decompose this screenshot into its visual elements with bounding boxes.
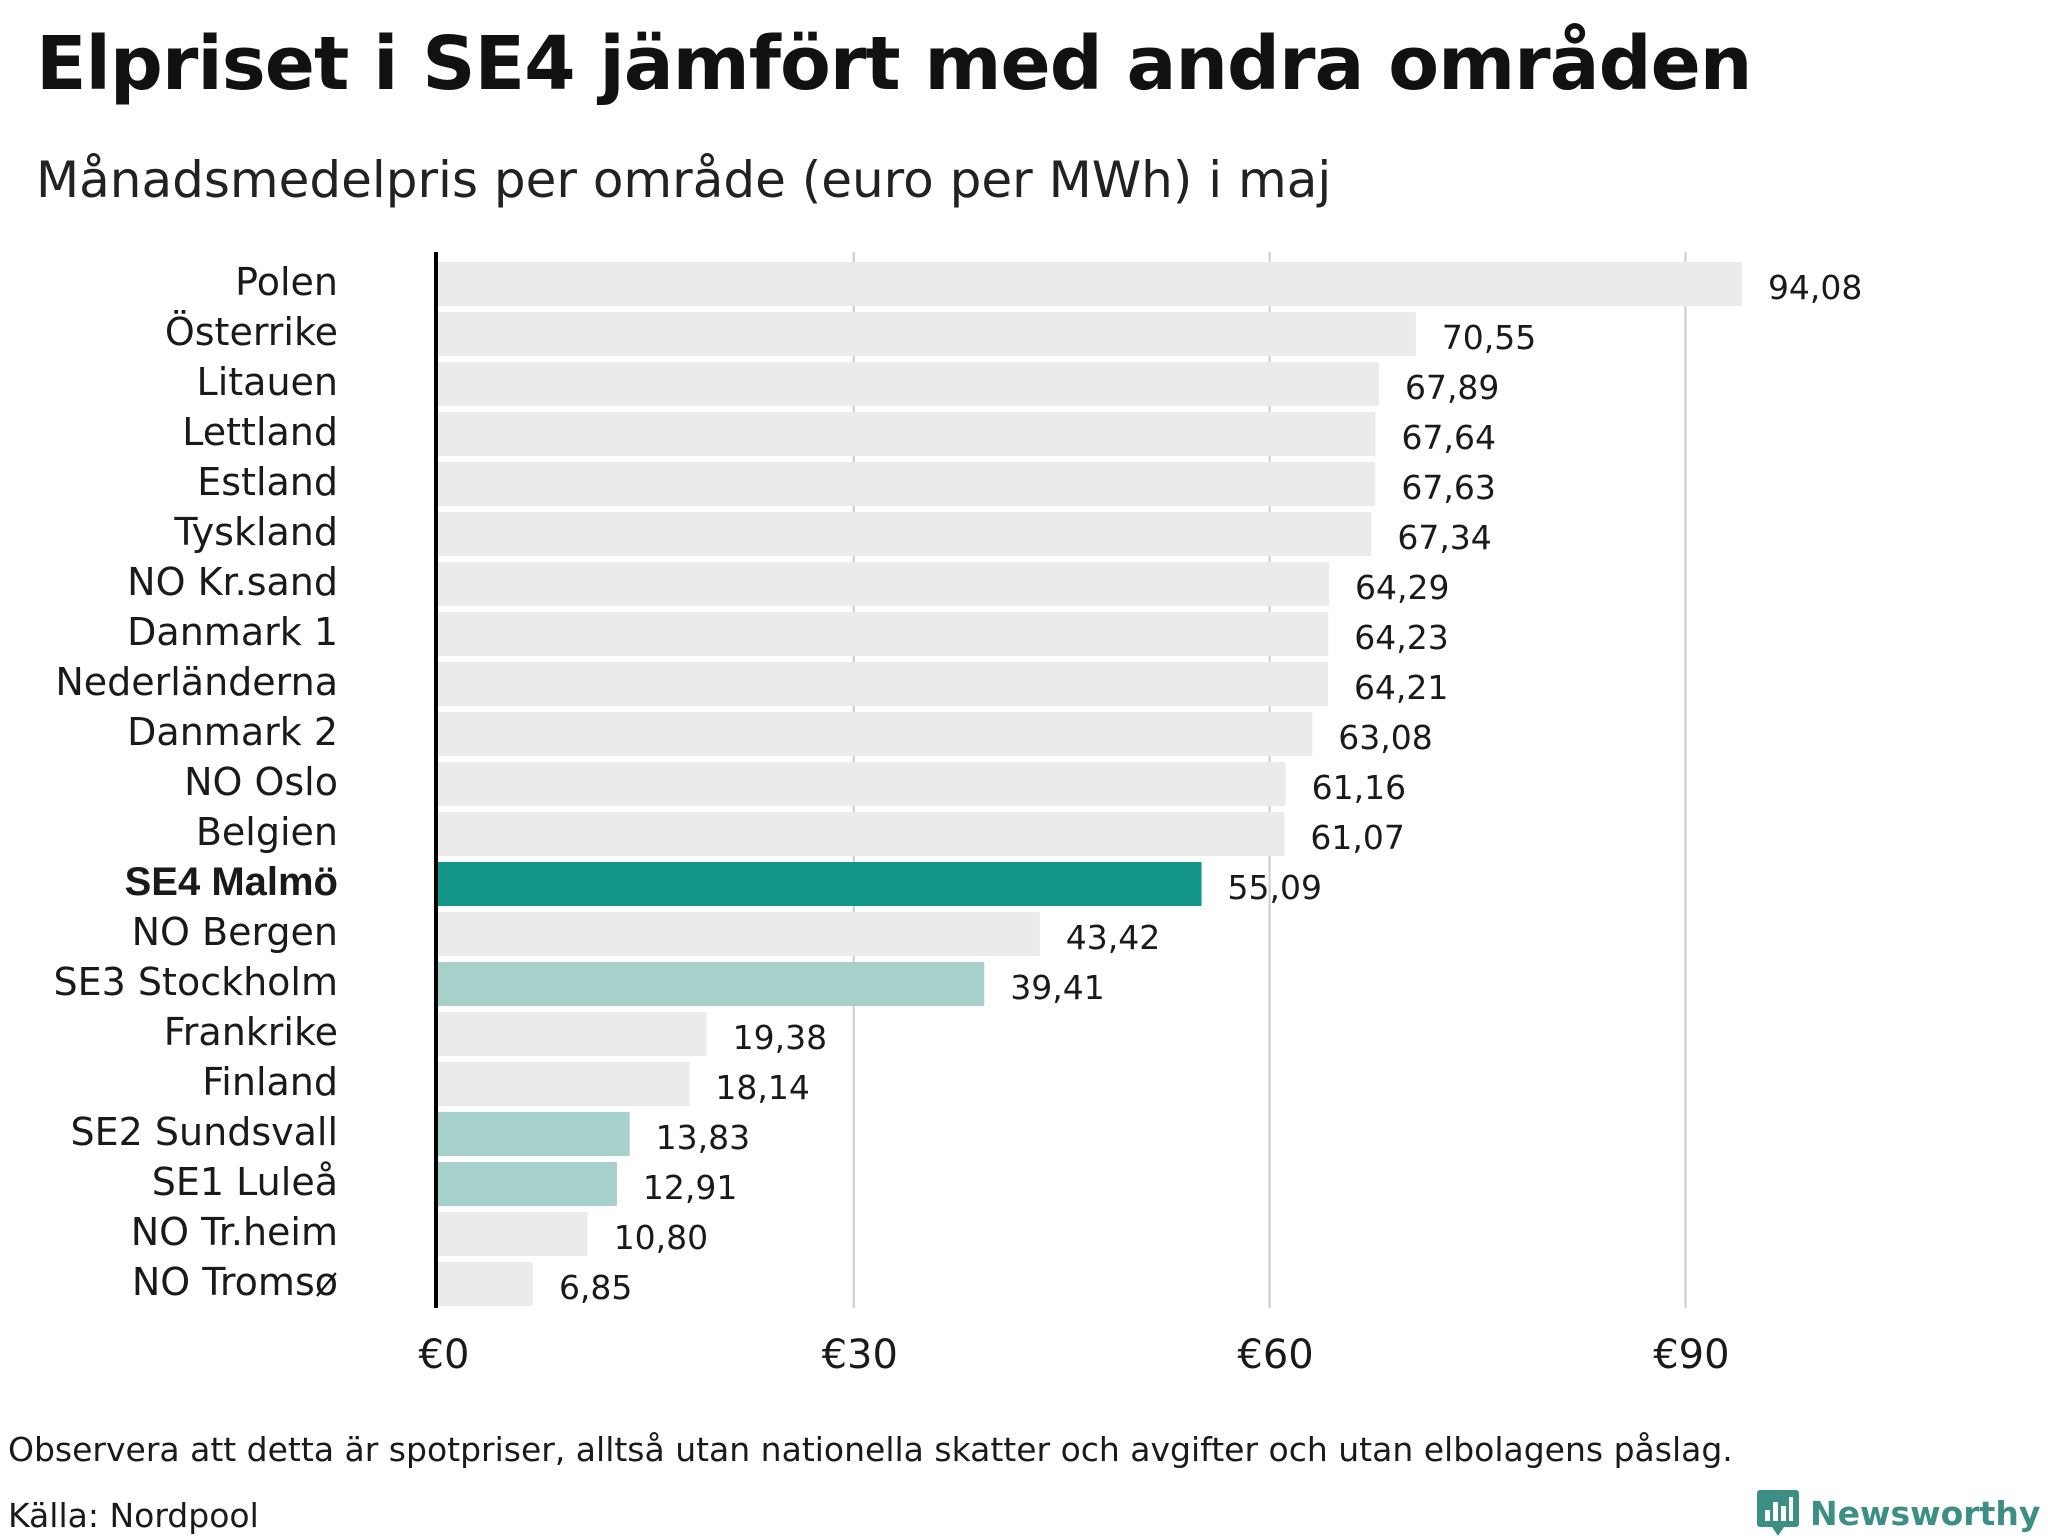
bar bbox=[438, 962, 985, 1006]
bar bbox=[438, 262, 1742, 306]
bar bbox=[438, 912, 1040, 956]
x-tick-label: €90 bbox=[1653, 1332, 1729, 1378]
bar bbox=[438, 812, 1285, 856]
value-label: 64,29 bbox=[1355, 568, 1449, 607]
footnote: Observera att detta är spotpriser, allts… bbox=[8, 1430, 1733, 1469]
category-label: Frankrike bbox=[164, 1010, 338, 1054]
value-label: 55,09 bbox=[1228, 868, 1322, 907]
value-label: 13,83 bbox=[656, 1118, 750, 1157]
value-label: 18,14 bbox=[715, 1068, 809, 1107]
bar bbox=[438, 512, 1372, 556]
category-label: Lettland bbox=[182, 410, 338, 454]
value-label: 43,42 bbox=[1066, 918, 1160, 957]
bars bbox=[438, 262, 1742, 1306]
bar bbox=[438, 1162, 617, 1206]
value-label: 94,08 bbox=[1768, 268, 1862, 307]
bar bbox=[438, 1112, 630, 1156]
category-label: Danmark 2 bbox=[127, 710, 338, 754]
bar bbox=[438, 762, 1286, 806]
chart-title: Elpriset i SE4 jämfört med andra områden bbox=[36, 21, 1752, 107]
category-label: NO Oslo bbox=[184, 760, 338, 804]
x-tick-label: €30 bbox=[822, 1332, 898, 1378]
category-label: Belgien bbox=[196, 810, 338, 854]
x-tick-label: €60 bbox=[1237, 1332, 1313, 1378]
category-label: Litauen bbox=[197, 360, 338, 404]
category-label: NO Bergen bbox=[132, 910, 338, 954]
value-label: 67,64 bbox=[1401, 418, 1495, 457]
value-label: 10,80 bbox=[614, 1218, 708, 1257]
value-label: 61,07 bbox=[1310, 818, 1404, 857]
newsworthy-logo-icon bbox=[1757, 1490, 1799, 1536]
bar-chart: Polen Österrike Litauen Lettland Estland Tysk… bbox=[54, 252, 1862, 1378]
category-label: NO Tromsø bbox=[132, 1260, 338, 1304]
bar bbox=[438, 1262, 533, 1306]
source-credit: Källa: Nordpool bbox=[8, 1496, 259, 1535]
x-tick-label: €0 bbox=[419, 1332, 470, 1378]
bar bbox=[438, 1012, 707, 1056]
category-label: SE3 Stockholm bbox=[54, 960, 338, 1004]
bar bbox=[438, 462, 1376, 506]
category-label: Polen bbox=[235, 260, 338, 304]
bar bbox=[438, 562, 1330, 606]
category-label: Österrike bbox=[165, 310, 338, 354]
value-label: 70,55 bbox=[1442, 318, 1536, 357]
bar bbox=[438, 712, 1313, 756]
category-label: Nederländerna bbox=[55, 660, 338, 704]
category-label: Estland bbox=[197, 460, 338, 504]
value-labels: 94,08 70,55 67,89 67,64 67,63 67,34 64,29 64,23… bbox=[559, 268, 1862, 1307]
bar bbox=[438, 1212, 588, 1256]
bar bbox=[438, 362, 1379, 406]
category-label: Danmark 1 bbox=[127, 610, 338, 654]
category-label: SE2 Sundsvall bbox=[71, 1110, 338, 1154]
bar bbox=[438, 612, 1329, 656]
value-label: 67,63 bbox=[1401, 468, 1495, 507]
bar bbox=[438, 412, 1376, 456]
category-labels: Polen Österrike Litauen Lettland Estland Tysk… bbox=[54, 260, 338, 1304]
bar bbox=[438, 312, 1416, 356]
category-label: SE4 Malmö bbox=[125, 860, 338, 904]
value-label: 19,38 bbox=[733, 1018, 827, 1057]
chart-subtitle: Månadsmedelpris per område (euro per MWh… bbox=[36, 151, 1332, 209]
category-label: NO Tr.heim bbox=[131, 1210, 338, 1254]
bar bbox=[438, 862, 1202, 906]
brand-name: Newsworthy bbox=[1810, 1493, 2041, 1533]
value-label: 67,89 bbox=[1405, 368, 1499, 407]
brand-logo[interactable]: Newsworthy bbox=[1756, 1486, 2040, 1540]
value-label: 6,85 bbox=[559, 1268, 632, 1307]
category-label: Finland bbox=[202, 1060, 338, 1104]
category-label: NO Kr.sand bbox=[127, 560, 338, 604]
x-axis-ticks: €0 €30 €60 €90 bbox=[419, 1332, 1730, 1378]
value-label: 39,41 bbox=[1010, 968, 1104, 1007]
value-label: 63,08 bbox=[1338, 718, 1432, 757]
bar bbox=[438, 662, 1328, 706]
value-label: 64,23 bbox=[1354, 618, 1448, 657]
value-label: 64,21 bbox=[1354, 668, 1448, 707]
category-label: Tyskland bbox=[173, 510, 338, 554]
value-label: 61,16 bbox=[1312, 768, 1406, 807]
category-label: SE1 Luleå bbox=[152, 1160, 338, 1204]
bar bbox=[438, 1062, 690, 1106]
value-label: 67,34 bbox=[1397, 518, 1491, 557]
value-label: 12,91 bbox=[643, 1168, 737, 1207]
